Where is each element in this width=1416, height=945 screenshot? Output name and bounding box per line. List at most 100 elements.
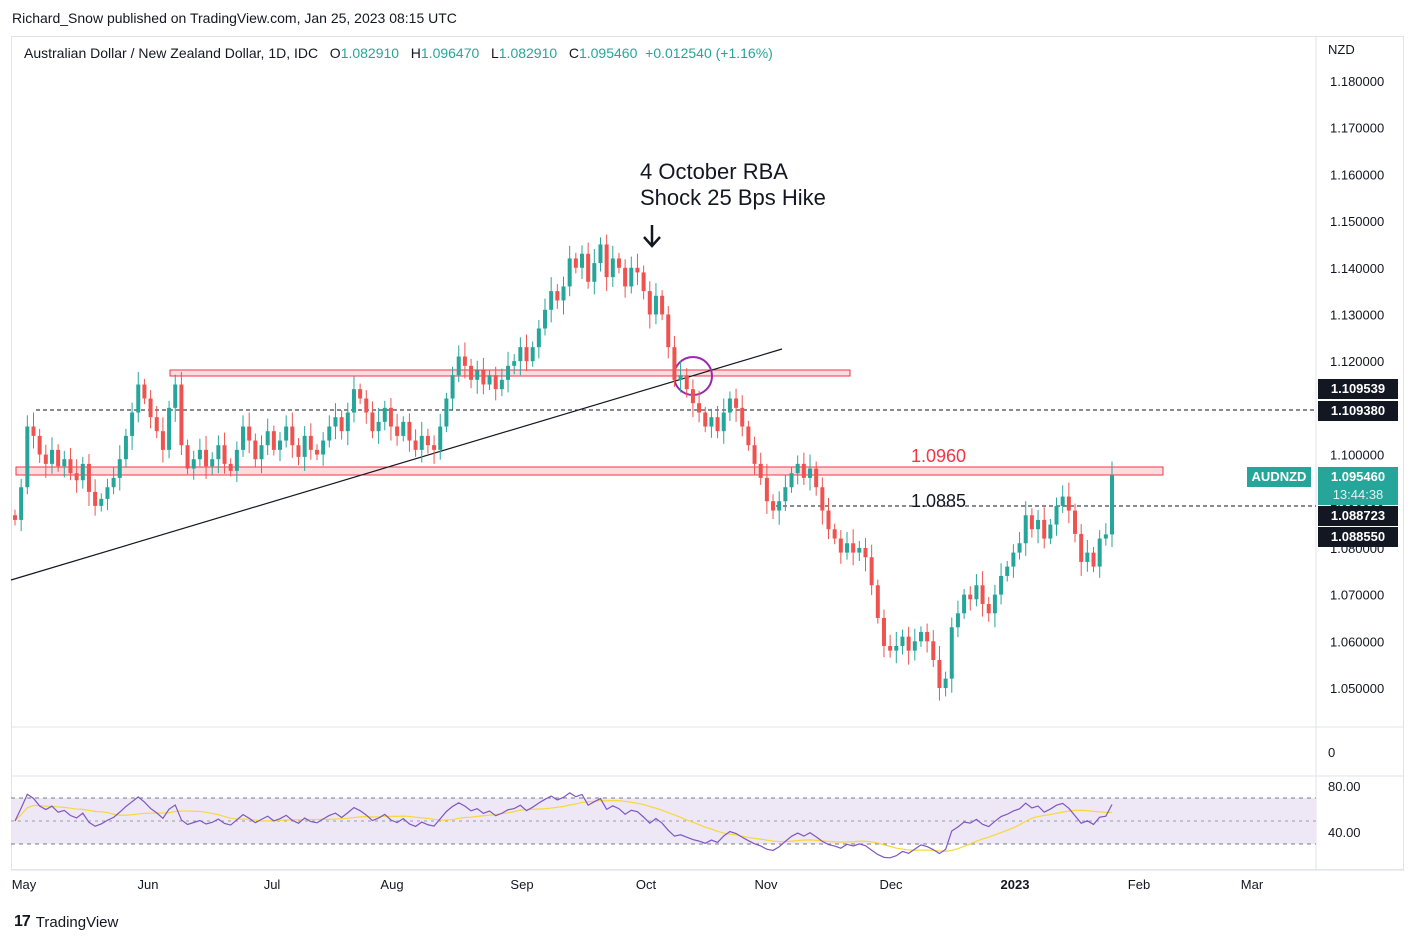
- candle-body: [1079, 533, 1084, 562]
- candle-body: [851, 543, 856, 553]
- candle-body: [197, 449, 202, 460]
- candle-body: [358, 389, 363, 399]
- candle-body: [758, 463, 763, 478]
- candle-body: [93, 491, 98, 506]
- candle-body: [771, 501, 776, 511]
- candle-body: [462, 356, 467, 366]
- candle-body: [863, 547, 868, 558]
- candle-body: [900, 636, 905, 646]
- candle-body: [999, 575, 1004, 595]
- candle-body: [210, 459, 215, 467]
- price-tag-4: 1.088550: [1318, 527, 1398, 547]
- candle-body: [222, 445, 227, 464]
- candle-body: [666, 314, 671, 348]
- time-tick: May: [12, 877, 37, 892]
- time-tick: Jun: [138, 877, 159, 892]
- candle-body: [635, 267, 640, 273]
- candle-body: [49, 449, 54, 464]
- candle-body: [992, 594, 997, 614]
- candle-body: [579, 253, 584, 268]
- price-tick: 1.070000: [1330, 588, 1384, 603]
- candle-body: [469, 365, 474, 380]
- candle-body: [1085, 552, 1090, 562]
- candle-body: [302, 435, 307, 457]
- candle-body: [376, 421, 381, 432]
- candle-body: [1060, 496, 1065, 506]
- trendline: [10, 348, 783, 581]
- candle-body: [105, 487, 110, 499]
- time-tick: Aug: [380, 877, 403, 892]
- candle-body: [536, 328, 541, 348]
- footer-brand[interactable]: 17 TradingView: [14, 913, 118, 931]
- candle-body: [616, 258, 621, 268]
- candle-body: [820, 487, 825, 511]
- annotation-line-1: 4 October RBA: [640, 159, 788, 184]
- candle-body: [1091, 552, 1096, 567]
- candle-body: [228, 463, 233, 471]
- candle-body: [734, 398, 739, 408]
- candle-body: [216, 445, 221, 460]
- support-label: 1.0885: [911, 491, 967, 511]
- candle-body: [1023, 515, 1028, 544]
- candle-body: [573, 258, 578, 268]
- candle-body: [111, 477, 116, 488]
- brand-name: TradingView: [35, 913, 119, 931]
- volume-zero-tick: 0: [1328, 745, 1335, 760]
- time-tick: Feb: [1128, 877, 1150, 892]
- candle-body: [401, 421, 406, 436]
- candle-body: [191, 459, 196, 469]
- candle-body: [660, 295, 665, 315]
- candle-body: [56, 449, 61, 467]
- time-tick: Mar: [1241, 877, 1264, 892]
- candle-body: [875, 585, 880, 618]
- candle-body: [314, 449, 319, 455]
- close-value: 1.095460: [578, 45, 638, 61]
- candle-body: [25, 426, 30, 488]
- candle-body: [364, 398, 369, 413]
- candle-body: [475, 370, 480, 380]
- candle-body: [1110, 475, 1114, 535]
- low-label: L: [490, 45, 499, 61]
- candle-body: [37, 435, 42, 455]
- candle-body: [549, 291, 554, 310]
- candle-body: [943, 678, 948, 688]
- candle-body: [271, 431, 276, 450]
- candle-body: [432, 445, 437, 450]
- candle-body: [99, 498, 104, 506]
- candle-body: [154, 417, 159, 432]
- candle-body: [512, 361, 517, 366]
- candle-body: [130, 412, 135, 436]
- last-price-value: 1.095460: [1330, 469, 1386, 484]
- candle-body: [13, 515, 17, 520]
- candle-body: [980, 585, 985, 604]
- candle-body: [419, 435, 424, 450]
- candle-body: [296, 445, 301, 457]
- candle-body: [321, 440, 326, 455]
- candle-body: [123, 435, 128, 460]
- candle-body: [413, 440, 418, 450]
- candle-body: [444, 398, 449, 427]
- candle-body: [567, 258, 572, 287]
- candle-body: [456, 356, 461, 376]
- close-label: C: [568, 45, 579, 61]
- candle-body: [80, 463, 85, 481]
- candle-body: [598, 244, 603, 264]
- candle-body: [1097, 538, 1102, 567]
- open-value: 1.082910: [340, 45, 400, 61]
- candle-body: [918, 631, 923, 642]
- candle-body: [234, 449, 239, 471]
- low-value: 1.082910: [498, 45, 558, 61]
- candle-body: [746, 426, 751, 446]
- price-tag-1: 1.109539: [1318, 379, 1398, 399]
- price-tick: 1.060000: [1330, 634, 1384, 649]
- candle-body: [592, 263, 597, 282]
- candle-body: [327, 426, 332, 441]
- candle-body: [160, 431, 165, 450]
- candle-body: [253, 440, 258, 460]
- candle-body: [764, 477, 769, 502]
- candle-body: [308, 435, 313, 450]
- tradingview-logo-icon: 17: [14, 913, 31, 930]
- resistance-zone: [15, 466, 1164, 476]
- candle-body: [31, 426, 36, 436]
- candle-body: [407, 421, 412, 441]
